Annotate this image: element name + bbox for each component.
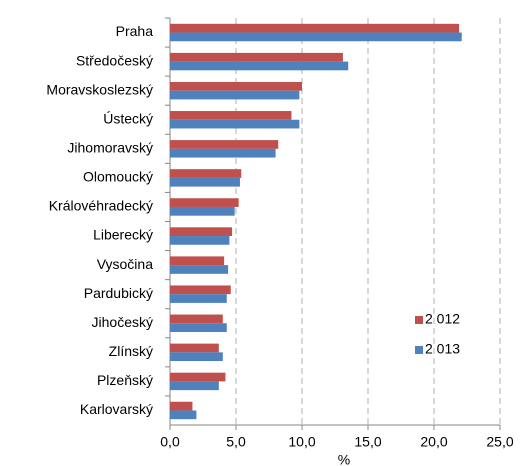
y-tick-label: Olomoucký — [83, 169, 153, 185]
bar — [170, 198, 239, 207]
bar — [170, 256, 225, 266]
y-tick-label: Zlínský — [109, 343, 153, 359]
y-tick-label: Plzeňský — [97, 372, 153, 388]
x-tick-label: 20,0 — [420, 434, 447, 450]
bar — [170, 169, 242, 178]
y-tick-label: Jihomoravský — [67, 140, 153, 156]
bar — [170, 81, 302, 91]
bar — [170, 343, 219, 353]
bar — [170, 323, 227, 332]
bar — [170, 148, 276, 158]
x-tick-label: 5,0 — [226, 434, 246, 450]
bar — [170, 32, 462, 42]
x-tick-label: 25,0 — [486, 434, 513, 450]
y-tick-label: Ústecký — [103, 110, 153, 126]
bar — [170, 140, 279, 149]
bar — [170, 119, 300, 129]
bar — [170, 285, 231, 295]
x-tick-label: 15,0 — [354, 434, 381, 450]
bar — [170, 294, 227, 303]
bar — [170, 177, 240, 187]
y-tick-label: Moravskoslezský — [46, 81, 153, 97]
y-tick-label: Vysočina — [97, 256, 154, 272]
x-axis-label: % — [338, 452, 350, 466]
y-tick-label: Praha — [116, 23, 154, 39]
legend-swatch — [415, 316, 423, 324]
y-tick-label: Karlovarský — [80, 401, 153, 417]
bar — [170, 265, 229, 274]
bar — [170, 381, 219, 391]
bar — [170, 227, 233, 237]
bar — [170, 401, 193, 411]
bar — [170, 410, 197, 420]
y-tick-label: Pardubický — [84, 285, 153, 301]
bar — [170, 372, 226, 382]
y-tick-label: Liberecký — [93, 227, 153, 243]
x-tick-label: 10,0 — [288, 434, 315, 450]
bar — [170, 206, 235, 216]
legend-label: 2 012 — [425, 311, 460, 327]
bar — [170, 52, 343, 62]
bar — [170, 236, 230, 245]
bar — [170, 314, 223, 324]
y-tick-label: Královéhradecký — [49, 198, 153, 214]
bar — [170, 23, 460, 33]
bar — [170, 111, 292, 120]
legend-swatch — [415, 346, 423, 354]
bar — [170, 90, 300, 100]
x-tick-label: 0,0 — [160, 434, 180, 450]
bar — [170, 61, 349, 71]
legend-label: 2 013 — [425, 341, 460, 357]
y-tick-label: Středočeský — [76, 52, 153, 68]
y-tick-label: Jihočeský — [92, 314, 153, 330]
bar — [170, 352, 223, 362]
